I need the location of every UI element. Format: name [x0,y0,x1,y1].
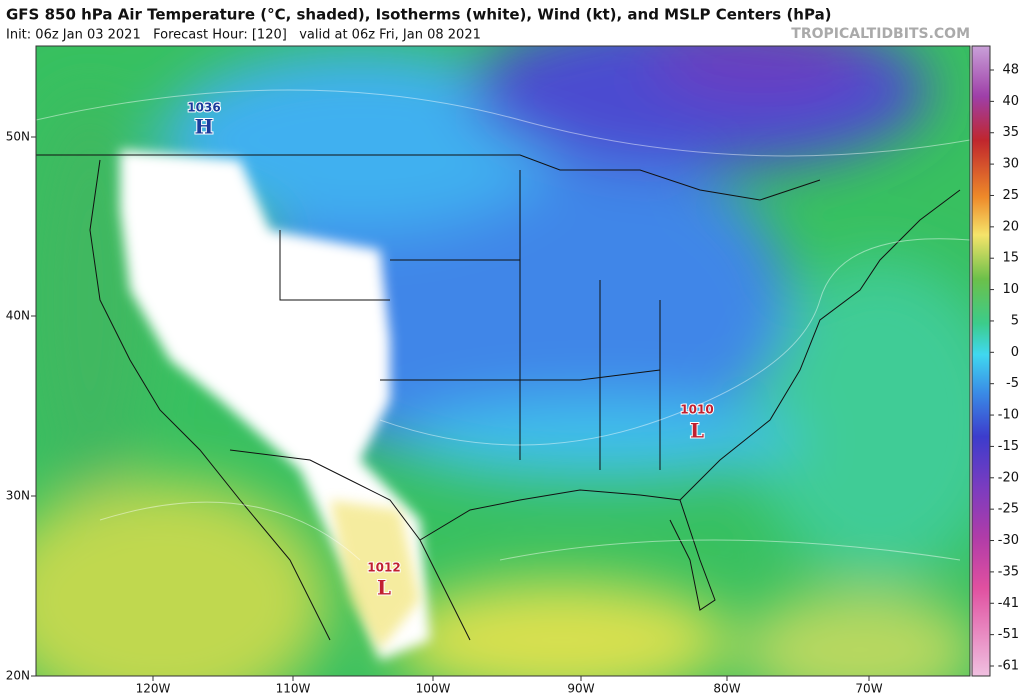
lat-label: 40N [6,309,30,323]
colorbar-label: 35 [1002,125,1019,140]
colorbar-label: 25 [1002,188,1019,203]
subtitle: Init: 06z Jan 03 2021 Forecast Hour: [12… [6,28,481,43]
colorbar-label: -15 [998,439,1019,454]
map-area [36,46,970,676]
lon-label: 100W [416,682,451,696]
colorbar-label: -10 [998,408,1019,423]
lon-label: 110W [276,682,311,696]
colorbar-label: -20 [998,470,1019,485]
colorbar-label: 10 [1002,282,1019,297]
lat-label: 50N [6,130,30,144]
pressure-value: 1036 [187,101,220,115]
pressure-letter: H [195,115,214,139]
colorbar-label: -41 [998,596,1019,611]
colorbar-label: -51 [998,627,1019,642]
colorbar-label: 48 [1002,63,1019,78]
pressure-letter: L [377,576,391,600]
colorbar-label: 15 [1002,251,1019,266]
source-watermark: TROPICALTIDBITS.COM [791,26,970,42]
isotherms [36,89,970,561]
labels: 48 40 35 30 25 20 15 10 5 0 -5 -10 -15 -20 -25 -30 -35 -4… [6,63,1019,696]
colorbar-label: 0 [1011,345,1019,360]
title: GFS 850 hPa Air Temperature (°C, shaded)… [6,6,832,24]
lon-label: 70W [855,682,882,696]
colorbar-label: 40 [1002,94,1019,109]
lon-label: 120W [136,682,171,696]
colorbar-label: 30 [1002,157,1019,172]
colorbar-label: 20 [1002,219,1019,234]
lon-label: 90W [567,682,594,696]
lat-label: 20N [6,669,30,683]
colorbar [971,45,991,677]
pressure-value: 1010 [680,403,713,417]
lat-label: 30N [6,489,30,503]
colorbar-label: -61 [998,659,1019,674]
lon-label: 80W [713,682,740,696]
boundaries [36,154,961,641]
colorbar-label: -25 [998,502,1019,517]
colorbar-label: -5 [1006,376,1019,391]
map-frame [35,45,971,677]
colorbar-label: -30 [998,533,1019,548]
pressure-value: 1012 [367,561,400,575]
colorbar-label: 5 [1011,313,1019,328]
pressure-letter: L [690,419,704,443]
colorbar-label: -35 [998,564,1019,579]
